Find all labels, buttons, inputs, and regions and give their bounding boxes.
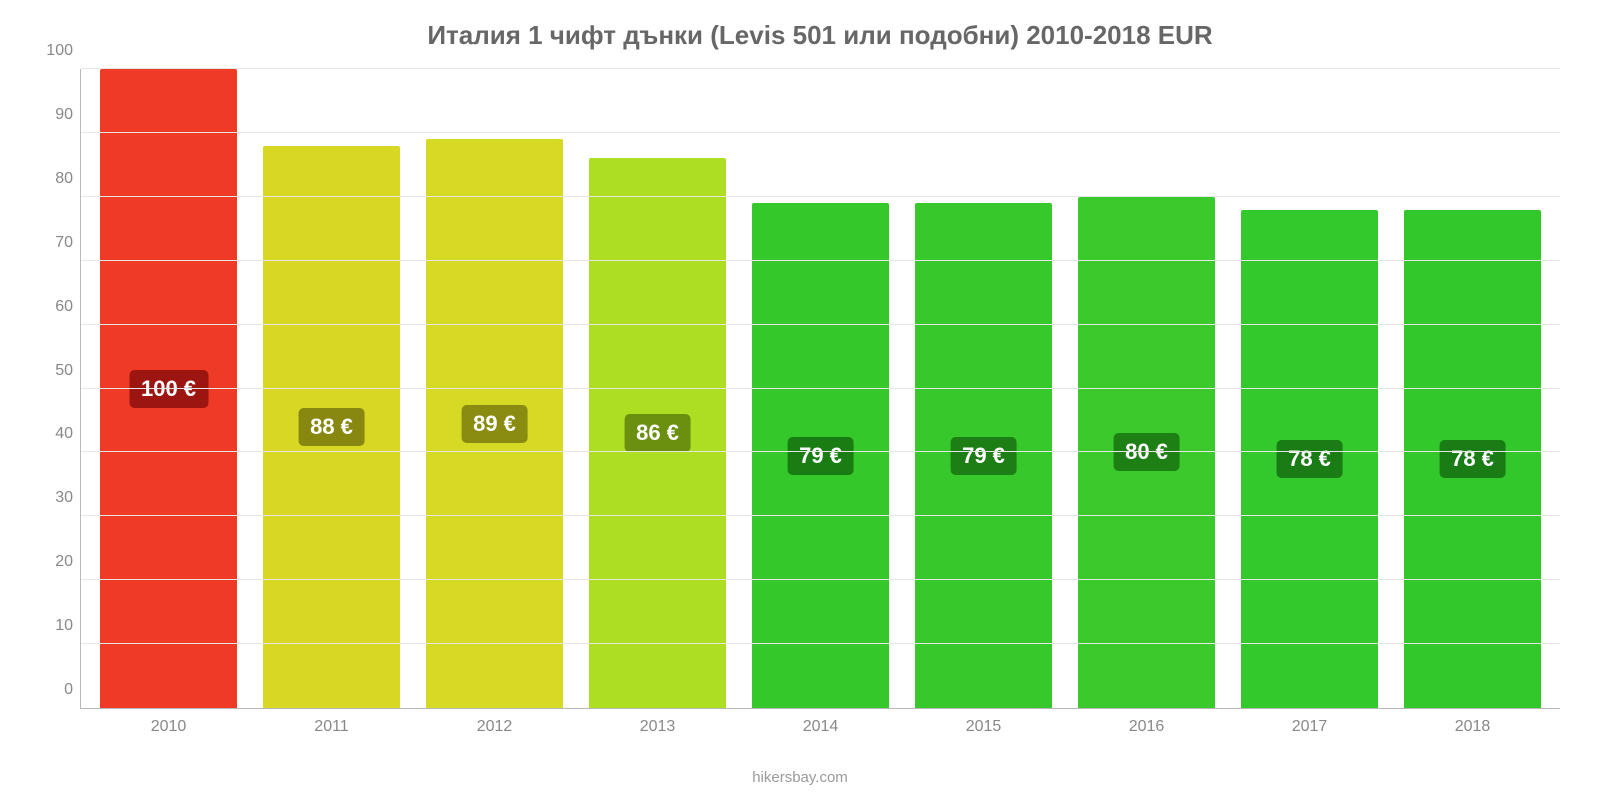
x-tick-label: 2016 xyxy=(1065,718,1228,736)
y-tick-label: 30 xyxy=(33,489,73,507)
bar: 78 € xyxy=(1241,210,1378,708)
bar-value-label: 80 € xyxy=(1113,433,1180,471)
y-tick-label: 60 xyxy=(33,298,73,316)
y-tick-label: 80 xyxy=(33,170,73,188)
grid-line xyxy=(81,451,1560,452)
y-tick-label: 10 xyxy=(33,617,73,635)
grid-line xyxy=(81,196,1560,197)
x-tick-label: 2015 xyxy=(902,718,1065,736)
bar: 88 € xyxy=(263,146,400,708)
y-tick-label: 100 xyxy=(33,42,73,60)
plot-area: 100 €88 €89 €86 €79 €79 €80 €78 €78 € 20… xyxy=(80,69,1560,709)
bar-slot: 78 € xyxy=(1228,69,1391,708)
bar-slot: 89 € xyxy=(413,69,576,708)
grid-line xyxy=(81,388,1560,389)
bar-value-label: 78 € xyxy=(1439,440,1506,478)
bar: 100 € xyxy=(100,69,237,708)
bar: 79 € xyxy=(752,203,889,708)
bar-slot: 86 € xyxy=(576,69,739,708)
x-tick-label: 2013 xyxy=(576,718,739,736)
y-tick-label: 90 xyxy=(33,106,73,124)
bar-slot: 100 € xyxy=(87,69,250,708)
y-tick-label: 50 xyxy=(33,362,73,380)
x-tick-label: 2017 xyxy=(1228,718,1391,736)
grid-line xyxy=(81,579,1560,580)
bar-value-label: 88 € xyxy=(298,408,365,446)
x-axis-labels: 201020112012201320142015201620172018 xyxy=(81,718,1560,736)
grid-line xyxy=(81,324,1560,325)
grid-line xyxy=(81,68,1560,69)
bar: 89 € xyxy=(426,139,563,708)
y-tick-label: 20 xyxy=(33,553,73,571)
bar-value-label: 89 € xyxy=(461,405,528,443)
bar-value-label: 100 € xyxy=(129,370,208,408)
bar-slot: 80 € xyxy=(1065,69,1228,708)
bar-slot: 78 € xyxy=(1391,69,1554,708)
bar-value-label: 79 € xyxy=(787,437,854,475)
bar-slot: 88 € xyxy=(250,69,413,708)
y-tick-label: 0 xyxy=(33,681,73,699)
y-tick-label: 70 xyxy=(33,234,73,252)
x-tick-label: 2012 xyxy=(413,718,576,736)
bar: 80 € xyxy=(1078,197,1215,708)
x-tick-label: 2014 xyxy=(739,718,902,736)
chart-title: Италия 1 чифт дънки (Levis 501 или подоб… xyxy=(80,20,1560,51)
grid-line xyxy=(81,515,1560,516)
grid-line xyxy=(81,132,1560,133)
bar: 79 € xyxy=(915,203,1052,708)
x-tick-label: 2011 xyxy=(250,718,413,736)
chart-container: Италия 1 чифт дънки (Levis 501 или подоб… xyxy=(0,0,1600,800)
bar: 78 € xyxy=(1404,210,1541,708)
bar-value-label: 79 € xyxy=(950,437,1017,475)
bar: 86 € xyxy=(589,158,726,708)
bar-value-label: 86 € xyxy=(624,414,691,452)
bar-slot: 79 € xyxy=(902,69,1065,708)
bars-group: 100 € 88 € 89 € 86 € 79 € 79 € 80 € 78 € 78 € xyxy=(81,69,1560,708)
bar-slot: 79 € xyxy=(739,69,902,708)
grid-line xyxy=(81,260,1560,261)
bar-value-label: 78 € xyxy=(1276,440,1343,478)
x-tick-label: 2018 xyxy=(1391,718,1554,736)
x-tick-label: 2010 xyxy=(87,718,250,736)
grid-line xyxy=(81,643,1560,644)
y-tick-label: 40 xyxy=(33,425,73,443)
credit-text: hikersbay.com xyxy=(0,769,1600,786)
